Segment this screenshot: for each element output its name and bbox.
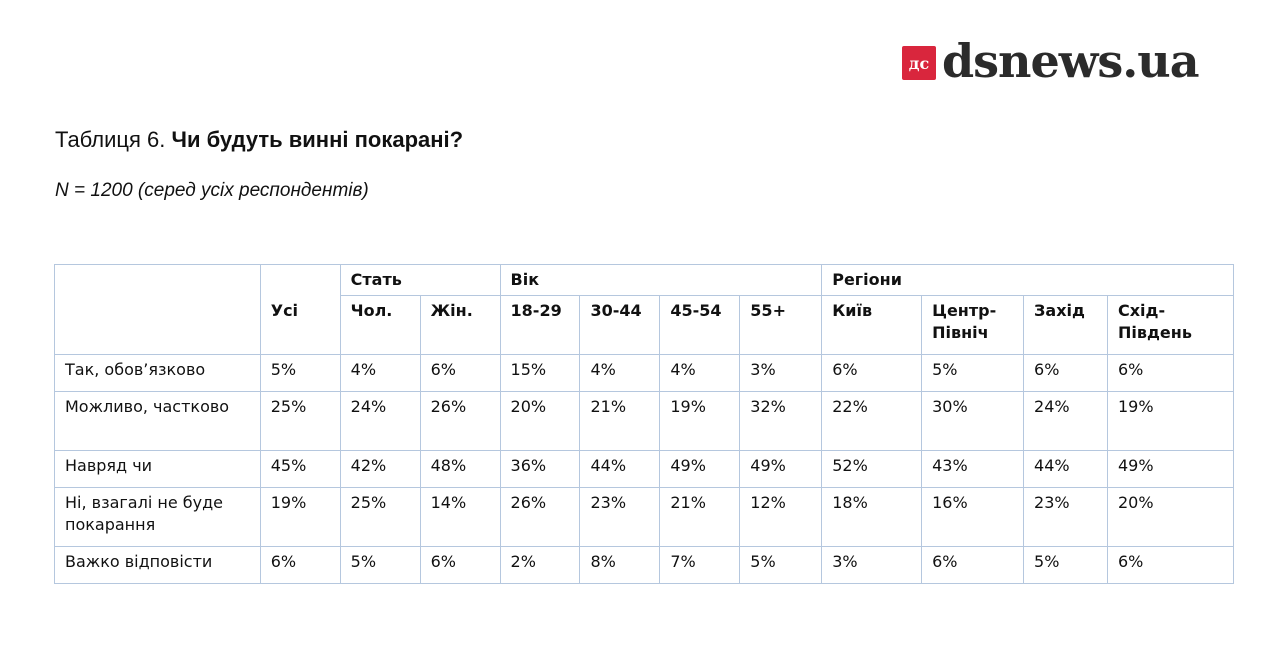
survey-table: Усі Стать Вік Регіони Чол. Жін. 18-29 30… — [54, 264, 1235, 584]
cell: 7% — [659, 546, 741, 584]
cell: 22% — [821, 391, 923, 451]
col-header: Центр-Північ — [921, 295, 1025, 355]
col-header: 30-44 — [579, 295, 661, 355]
table-row: Навряд чи 45% 42% 48% 36% 44% 49% 49% 52… — [54, 450, 1235, 488]
cell: 5% — [339, 546, 421, 584]
cell: 4% — [339, 354, 421, 392]
logo-text: dsnews.ua — [942, 34, 1200, 88]
cell: 6% — [1106, 546, 1235, 584]
cell: 20% — [499, 391, 581, 451]
cell: 6% — [419, 354, 501, 392]
sample-note: N = 1200 (серед усіх респондентів) — [55, 180, 369, 201]
cell: 43% — [921, 450, 1025, 488]
cell: 6% — [821, 354, 923, 392]
table-row: Так, обов’язково 5% 4% 6% 15% 4% 4% 3% 6… — [54, 354, 1235, 392]
col-header: 55+ — [739, 295, 823, 355]
cell: 6% — [921, 546, 1025, 584]
cell: 36% — [499, 450, 581, 488]
cell: 49% — [1106, 450, 1235, 488]
col-header: Захід — [1023, 295, 1108, 355]
cell: 25% — [339, 487, 421, 547]
header-age: Вік — [499, 264, 823, 296]
cell: 23% — [579, 487, 661, 547]
cell: 44% — [1023, 450, 1108, 488]
table-row: Ні, взагалі не буде покарання 19% 25% 14… — [54, 487, 1235, 547]
cell: 4% — [659, 354, 741, 392]
cell: 21% — [579, 391, 661, 451]
cell: 2% — [499, 546, 581, 584]
cell: 44% — [579, 450, 661, 488]
cell: 24% — [1023, 391, 1108, 451]
cell: 6% — [1106, 354, 1235, 392]
cell: 32% — [739, 391, 823, 451]
row-label: Можливо, частково — [54, 391, 261, 451]
table-question: Чи будуть винні покарані? — [171, 127, 464, 152]
cell-all: 25% — [259, 391, 341, 451]
col-header: Чол. — [339, 295, 421, 355]
cell: 4% — [579, 354, 661, 392]
col-header: Київ — [821, 295, 923, 355]
logo-badge: дс — [902, 46, 936, 80]
cell: 49% — [659, 450, 741, 488]
cell: 19% — [1106, 391, 1235, 451]
cell: 23% — [1023, 487, 1108, 547]
cell-all: 5% — [259, 354, 341, 392]
cell: 5% — [739, 546, 823, 584]
site-logo[interactable]: дс dsnews.ua — [902, 34, 1200, 88]
cell: 5% — [921, 354, 1025, 392]
table-row: Важко відповісти 6% 5% 6% 2% 8% 7% 5% 3%… — [54, 546, 1235, 584]
table-title: Таблиця 6. Чи будуть винні покарані? — [55, 127, 463, 153]
col-header: 18-29 — [499, 295, 581, 355]
row-label: Ні, взагалі не буде покарання — [54, 487, 261, 547]
table-number: Таблиця 6. — [55, 127, 172, 152]
col-header: 45-54 — [659, 295, 741, 355]
cell-all: 6% — [259, 546, 341, 584]
cell: 48% — [419, 450, 501, 488]
cell: 12% — [739, 487, 823, 547]
cell: 5% — [1023, 546, 1108, 584]
cell: 26% — [499, 487, 581, 547]
col-header: Схід-Південь — [1106, 295, 1235, 355]
header-all: Усі — [259, 264, 341, 355]
row-label: Так, обов’язково — [54, 354, 261, 392]
cell-all: 19% — [259, 487, 341, 547]
cell: 24% — [339, 391, 421, 451]
cell: 26% — [419, 391, 501, 451]
col-header: Жін. — [419, 295, 501, 355]
cell: 21% — [659, 487, 741, 547]
cell: 49% — [739, 450, 823, 488]
cell: 3% — [821, 546, 923, 584]
corner-cell — [54, 264, 261, 355]
cell: 16% — [921, 487, 1025, 547]
cell: 8% — [579, 546, 661, 584]
cell: 52% — [821, 450, 923, 488]
header-regions: Регіони — [821, 264, 1234, 296]
cell: 30% — [921, 391, 1025, 451]
cell-all: 45% — [259, 450, 341, 488]
cell: 3% — [739, 354, 823, 392]
cell: 6% — [1023, 354, 1108, 392]
cell: 15% — [499, 354, 581, 392]
header-gender: Стать — [339, 264, 501, 296]
cell: 14% — [419, 487, 501, 547]
cell: 42% — [339, 450, 421, 488]
cell: 18% — [821, 487, 923, 547]
table-row: Можливо, частково 25% 24% 26% 20% 21% 19… — [54, 391, 1235, 451]
row-label: Важко відповісти — [54, 546, 261, 584]
cell: 19% — [659, 391, 741, 451]
cell: 6% — [419, 546, 501, 584]
cell: 20% — [1106, 487, 1235, 547]
row-label: Навряд чи — [54, 450, 261, 488]
